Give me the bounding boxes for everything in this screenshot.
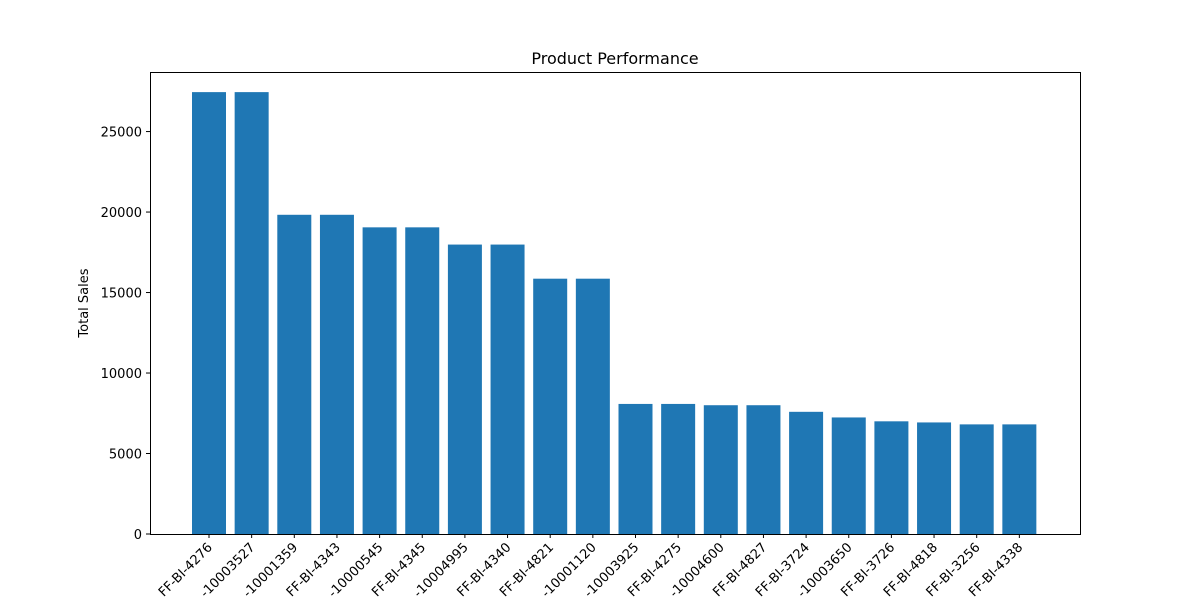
y-axis-label: Total Sales (77, 268, 92, 338)
bar (874, 421, 909, 534)
plot-frame (150, 72, 1081, 535)
bar (319, 214, 354, 535)
bar (703, 405, 738, 534)
bar (1002, 424, 1037, 534)
bar (661, 403, 696, 534)
x-axis-ticks: FF-BI-4276-10003527-10001359FF-BI-4343-1… (156, 534, 1026, 600)
y-tick-label: 10000 (101, 367, 142, 382)
bar (362, 227, 397, 534)
y-tick-label: 25000 (101, 126, 142, 141)
bar (533, 278, 568, 534)
bars-group (192, 92, 1037, 535)
bar (490, 244, 525, 534)
bar (575, 278, 610, 534)
y-tick-label: 5000 (109, 448, 142, 463)
bar (959, 424, 994, 534)
bar (618, 403, 653, 534)
bar (234, 92, 269, 535)
bar (917, 422, 952, 534)
bar (405, 227, 440, 534)
bar (831, 417, 866, 534)
y-tick-label: 20000 (101, 206, 142, 221)
y-axis-ticks: 0 5000 10000 15000 20000 25000 (101, 126, 150, 543)
bar (789, 411, 824, 534)
y-tick-label: 0 (134, 528, 142, 543)
bar (746, 405, 781, 534)
y-tick-label: 15000 (101, 287, 142, 302)
chart-title: Product Performance (531, 49, 698, 68)
bar (447, 244, 482, 534)
bar (192, 92, 226, 535)
bar (277, 214, 312, 535)
